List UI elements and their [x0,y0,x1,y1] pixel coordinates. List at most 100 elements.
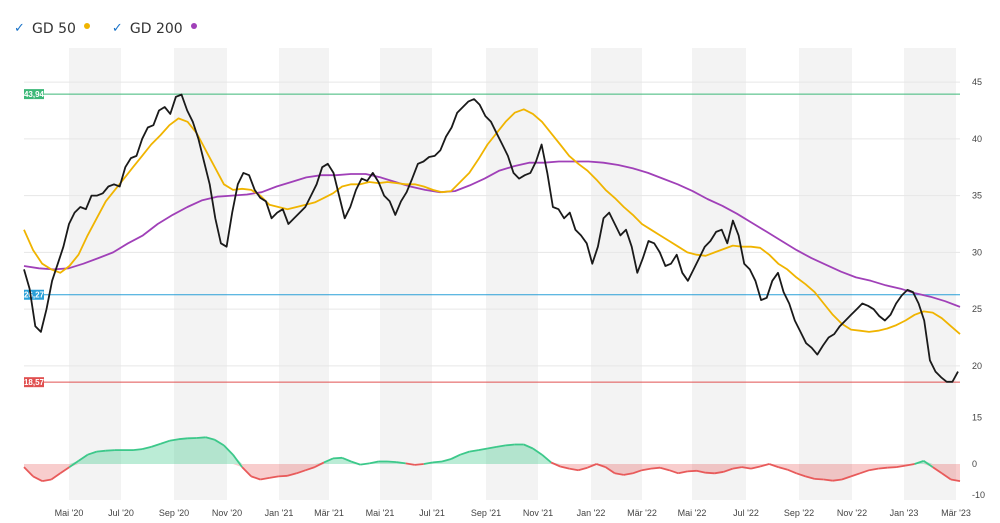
oscillator-line-segment [878,466,888,470]
oscillator-line-segment [250,475,261,481]
oscillator-line-segment [296,469,306,475]
x-tick-label: Nov '22 [837,508,867,518]
month-band [591,48,642,500]
oscillator-line-segment [596,463,606,468]
oscillator-line-segment [614,472,624,476]
oscillator-line-segment [341,456,352,463]
oscillator-line-segment [305,466,316,472]
oscillator-line-segment [96,449,106,453]
oscillator-line-segment [750,465,761,470]
oscillator-line-segment [759,463,770,468]
oscillator-line-segment [405,462,415,466]
oscillator-line-segment [650,466,661,470]
oscillator-line-segment [469,449,479,453]
oscillator-line-segment [196,436,206,439]
oscillator-line-segment [360,462,370,466]
oscillator-line-segment [178,437,188,441]
oscillator-line-segment [459,450,470,456]
gd50-line[interactable] [23,108,961,335]
y-tick-label: 30 [972,247,982,257]
chart-legend: ✓ GD 50 ✓ GD 200 [14,18,197,40]
x-tick-label: Jul '21 [419,508,445,518]
y-tick-label: 35 [972,191,982,201]
oscillator-line-segment [160,439,170,445]
oscillator-line-segment [414,463,424,466]
oscillator-line-segment [150,443,161,448]
oscillator-line-segment [923,460,934,468]
oscillator-line-segment [932,466,943,475]
oscillator-line-segment [523,443,534,450]
oscillator-line-segment [487,446,497,450]
oscillator-line-segment [914,460,924,465]
legend-item-gd200[interactable]: ✓ GD 200 [112,21,197,37]
oscillator-line-segment [260,477,270,481]
oscillator-line-segment [132,448,143,451]
oscillator-line-segment [77,453,89,462]
oscillator-line-segment [550,461,561,468]
reference-lines: 43,94 26,27 18,57 [24,89,960,388]
oscillator-line-segment [269,475,279,479]
oscillator-line-segment [396,461,406,465]
gd200-line[interactable] [23,160,961,308]
reference-flag-current [24,289,44,300]
legend-label-gd50: GD 50 [32,21,76,37]
oscillator-line-segment [578,466,588,472]
oscillator-line-segment [278,474,288,478]
oscillator-line-segment [323,457,334,464]
oscillator-line-segment [541,454,552,464]
oscillator-line-segment [532,447,543,456]
x-tick-label: Mai '22 [678,508,707,518]
x-tick-label: Mär '23 [941,508,971,518]
x-tick-label: Sep '22 [784,508,814,518]
oscillator-line-segment [169,438,179,442]
oscillator-panel [23,436,961,482]
oscillator-line-segment [823,478,833,482]
oscillator-line-segment [232,454,243,468]
oscillator-line-segment [87,450,97,456]
oscillator-line-segment [786,468,797,475]
price-line[interactable] [23,93,959,383]
month-band [279,48,329,500]
osc-tick-label: -10 [972,490,985,500]
oscillator-line-segment [505,443,515,447]
oscillator-line-segment [23,466,34,478]
osc-tick-label: 0 [972,459,977,469]
x-tick-label: Nov '20 [212,508,242,518]
oscillator-line-segment [441,458,452,463]
oscillator-line-segment [496,444,506,448]
oscillator-line-segment [623,472,634,476]
oscillator-line-segment [696,469,706,474]
x-axis-ticks: Mai '20 Jul '20 Sep '20 Nov '20 Jan '21 Mär '… [55,508,971,518]
oscillator-line-segment [605,466,616,475]
oscillator-line-segment [641,467,652,472]
oscillator-line-segment [632,469,643,475]
oscillator-line-segment [42,478,52,482]
checkbox-checked-icon[interactable]: ✓ [111,21,123,36]
oscillator-line-segment [559,465,570,470]
legend-label-gd200: GD 200 [129,21,183,37]
oscillator-line-segment [569,467,579,472]
month-band [692,48,746,500]
y-tick-label: 20 [972,361,982,371]
x-tick-label: Mai '20 [55,508,84,518]
legend-item-gd50[interactable]: ✓ GD 50 [14,21,90,37]
checkbox-checked-icon[interactable]: ✓ [14,21,25,36]
month-band [799,48,852,500]
reference-label-current: 26,27 [24,291,45,300]
month-band [380,48,432,500]
oscillator-line-segment [668,469,679,475]
oscillator-line-segment [241,466,252,478]
oscillator-line-segment [941,472,952,481]
oscillator-line-segment [50,472,61,481]
oscillator-line-segment [205,436,216,441]
oscillator-line-segment [950,478,961,482]
oscillator-line-segment [423,461,434,465]
oscillator-line-segment [741,466,752,470]
series-lines [23,93,961,383]
osc-tick-label: 15 [972,413,982,423]
reference-flag-low [24,377,44,388]
oscillator-line-segment [887,466,897,469]
oscillator-negative-area [24,464,960,482]
oscillator-line-segment [450,453,461,460]
